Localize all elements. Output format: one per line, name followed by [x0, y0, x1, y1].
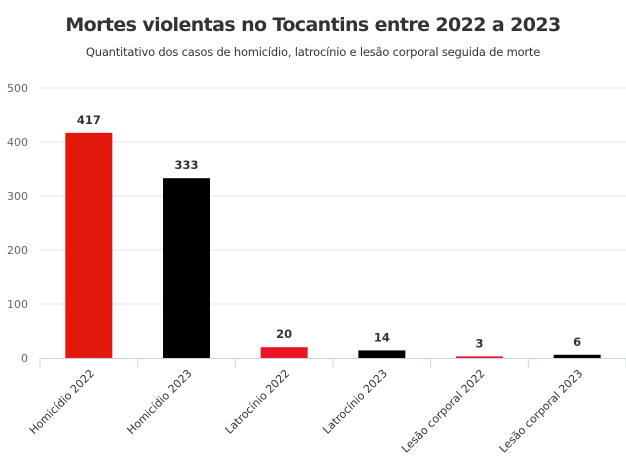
data-label: 14 — [374, 330, 390, 344]
bar — [358, 350, 406, 358]
data-label: 6 — [573, 335, 581, 349]
bar — [456, 356, 503, 358]
y-tick-label: 400 — [7, 136, 28, 149]
chart-subtitle: Quantitativo dos casos de homicídio, lat… — [85, 45, 541, 59]
bar — [65, 132, 113, 358]
y-tick-label: 0 — [21, 352, 28, 365]
y-tick-label: 500 — [7, 82, 28, 95]
data-label: 417 — [77, 113, 101, 127]
x-tick-label: Homicídio 2023 — [125, 367, 195, 437]
x-tick-label: Latrocínio 2023 — [320, 367, 390, 437]
bar — [260, 347, 308, 358]
x-tick-label: Lesão corporal 2023 — [497, 367, 586, 456]
x-tick-label: Latrocínio 2022 — [223, 367, 293, 437]
data-label: 3 — [475, 336, 483, 350]
y-tick-label: 200 — [7, 244, 28, 257]
chart-title: Mortes violentas no Tocantins entre 2022… — [65, 14, 561, 36]
x-tick-label: Lesão corporal 2022 — [399, 367, 488, 456]
y-tick-label: 300 — [7, 190, 28, 203]
x-tick-label: Homicídio 2022 — [27, 367, 97, 437]
data-label: 20 — [276, 327, 292, 341]
bar — [163, 178, 210, 358]
bar — [553, 354, 601, 358]
y-tick-label: 100 — [7, 298, 28, 311]
data-label: 333 — [174, 158, 198, 172]
